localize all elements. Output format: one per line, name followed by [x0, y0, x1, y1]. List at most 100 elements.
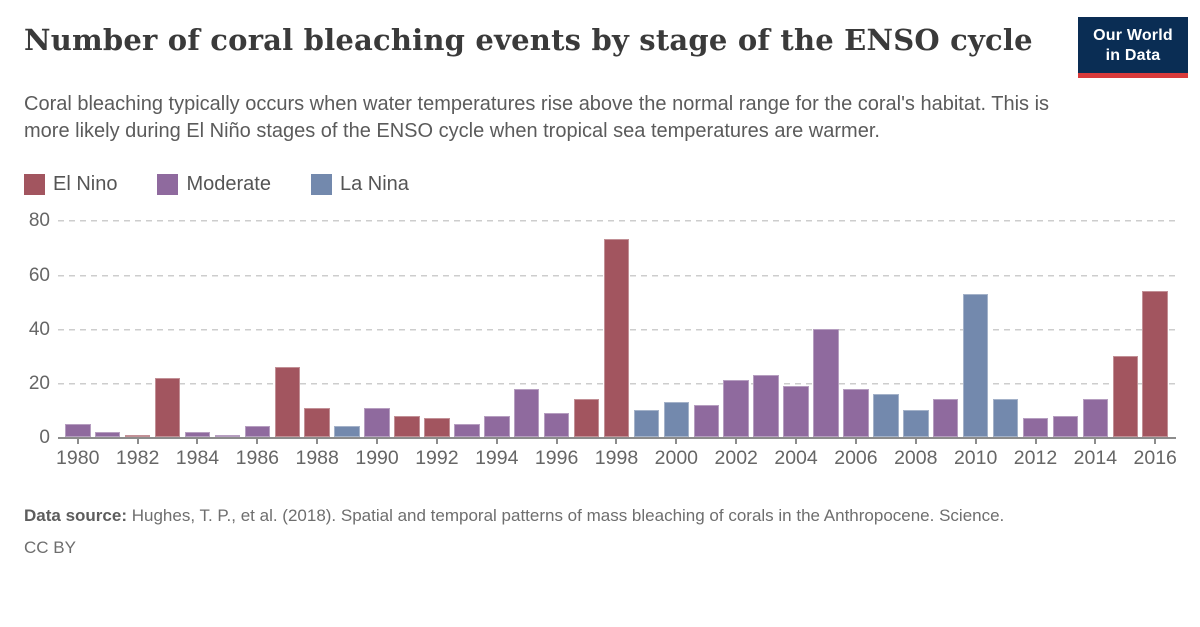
- x-tick-mark-2010: [974, 437, 977, 445]
- x-tick-label-1990: 1990: [355, 447, 399, 470]
- bar-2016[interactable]: [1142, 290, 1168, 438]
- y-tick-label-80: 80: [28, 210, 50, 232]
- bar-1998[interactable]: [603, 239, 630, 438]
- bar-2013[interactable]: [1052, 415, 1079, 438]
- bar-1982[interactable]: [124, 434, 151, 438]
- x-tick-label-1986: 1986: [235, 447, 280, 470]
- x-tick-mark-1984: [196, 437, 199, 445]
- x-tick-mark-2006: [854, 437, 857, 445]
- x-tick-mark-2014: [1094, 437, 1097, 445]
- x-tick-mark-1996: [555, 437, 558, 445]
- bar-2003[interactable]: [753, 374, 779, 438]
- footer: Data source: Hughes, T. P., et al. (2018…: [24, 503, 1064, 561]
- x-tick-mark-2016: [1154, 437, 1157, 445]
- gridline-80: [58, 220, 1176, 223]
- bar-1992[interactable]: [424, 418, 450, 438]
- bar-2009[interactable]: [932, 399, 959, 438]
- bar-1991[interactable]: [394, 415, 420, 438]
- chart-subtitle: Coral bleaching typically occurs when wa…: [24, 93, 1050, 143]
- x-tick-label-2002: 2002: [714, 447, 758, 470]
- x-tick-mark-1986: [256, 437, 259, 445]
- x-tick-mark-1990: [376, 437, 379, 445]
- x-tick-mark-2012: [1034, 437, 1037, 445]
- x-tick-label-2016: 2016: [1133, 447, 1177, 470]
- legend: El Nino Moderate La Nina: [24, 173, 1176, 195]
- bar-2004[interactable]: [783, 385, 809, 438]
- legend-swatch-el-nino: [24, 173, 45, 195]
- bar-1999[interactable]: [633, 410, 660, 438]
- x-tick-label-1996: 1996: [534, 447, 579, 470]
- legend-item-la-nina[interactable]: La Nina: [310, 172, 409, 196]
- x-tick-label-2008: 2008: [894, 447, 938, 470]
- bar-1996[interactable]: [543, 412, 570, 438]
- bar-1990[interactable]: [364, 407, 390, 438]
- y-tick-label-0: 0: [39, 427, 50, 449]
- y-tick-label-20: 20: [28, 373, 50, 395]
- bar-1987[interactable]: [274, 366, 300, 438]
- bar-1989[interactable]: [334, 426, 360, 438]
- x-tick-mark-1994: [495, 437, 498, 445]
- y-tick-label-60: 60: [28, 264, 50, 286]
- bar-1984[interactable]: [184, 431, 211, 438]
- x-tick-mark-2000: [675, 437, 678, 445]
- bar-2000[interactable]: [663, 402, 690, 438]
- bar-1995[interactable]: [513, 388, 540, 438]
- bar-2005[interactable]: [813, 328, 839, 438]
- owid-logo-text-line2: in Data: [1105, 47, 1161, 64]
- x-tick-label-1984: 1984: [175, 447, 220, 470]
- x-tick-label-1992: 1992: [415, 447, 459, 470]
- legend-swatch-la-nina: [310, 173, 332, 195]
- bar-2006[interactable]: [843, 388, 869, 438]
- owid-logo[interactable]: Our World in Data: [1078, 17, 1188, 78]
- x-tick-mark-1998: [615, 437, 618, 445]
- x-tick-label-2000: 2000: [654, 447, 699, 470]
- x-tick-mark-1992: [435, 437, 438, 445]
- x-tick-mark-2002: [735, 437, 738, 445]
- x-tick-label-2004: 2004: [774, 447, 818, 470]
- legend-label-la-nina: La Nina: [339, 172, 409, 195]
- x-tick-mark-1982: [136, 437, 139, 445]
- bar-2015[interactable]: [1112, 355, 1139, 438]
- bar-2012[interactable]: [1022, 418, 1049, 438]
- bar-2014[interactable]: [1082, 399, 1109, 438]
- bar-1994[interactable]: [484, 415, 510, 438]
- bar-2010[interactable]: [962, 293, 989, 438]
- bar-1986[interactable]: [244, 426, 271, 438]
- x-tick-mark-1988: [316, 437, 319, 445]
- x-tick-label-2006: 2006: [834, 447, 878, 470]
- bar-1983[interactable]: [154, 377, 181, 438]
- owid-logo-text-line1: Our World: [1093, 27, 1173, 44]
- bar-chart: 0 20 40 60 80 1980 1982 1984 1986 1988 1990 1992 199…: [24, 207, 1177, 479]
- page-title: Number of coral bleaching events by stag…: [24, 23, 1033, 57]
- x-tick-label-2010: 2010: [953, 447, 998, 470]
- legend-swatch-moderate: [157, 173, 179, 195]
- legend-item-el-nino[interactable]: El Nino: [24, 173, 117, 196]
- legend-label-el-nino: El Nino: [53, 172, 118, 195]
- bar-1985[interactable]: [214, 434, 241, 438]
- bar-1993[interactable]: [454, 423, 480, 438]
- bar-2002[interactable]: [723, 380, 749, 438]
- bar-1981[interactable]: [94, 431, 121, 438]
- bar-2011[interactable]: [992, 399, 1019, 438]
- data-source-label: Data source:: [24, 506, 127, 526]
- legend-item-moderate[interactable]: Moderate: [157, 173, 271, 196]
- bar-1988[interactable]: [304, 407, 330, 438]
- x-tick-mark-2008: [914, 437, 917, 445]
- data-source-text: Hughes, T. P., et al. (2018). Spatial an…: [131, 506, 1005, 526]
- x-tick-label-1982: 1982: [115, 447, 160, 470]
- data-source-line: Data source: Hughes, T. P., et al. (2018…: [24, 503, 1064, 529]
- x-tick-label-2014: 2014: [1073, 447, 1118, 470]
- bar-2007[interactable]: [873, 393, 899, 438]
- bar-2001[interactable]: [693, 404, 720, 438]
- x-tick-label-1980: 1980: [56, 447, 100, 470]
- license-badge[interactable]: CC BY: [24, 538, 76, 558]
- bar-1980[interactable]: [65, 423, 91, 438]
- x-tick-mark-2004: [795, 437, 798, 445]
- bar-2008[interactable]: [903, 410, 929, 438]
- bar-1997[interactable]: [573, 399, 600, 438]
- legend-label-moderate: Moderate: [186, 172, 271, 195]
- x-tick-label-1988: 1988: [295, 447, 339, 470]
- x-tick-label-2012: 2012: [1013, 447, 1058, 470]
- x-tick-mark-1980: [76, 437, 79, 445]
